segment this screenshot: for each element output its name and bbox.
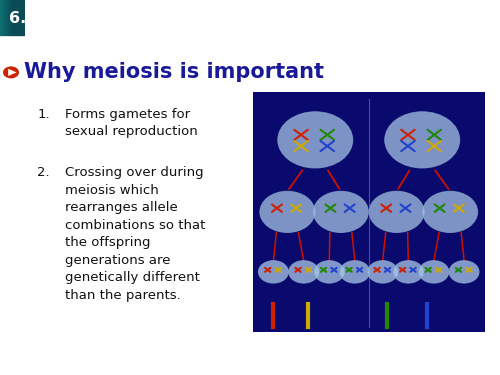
Text: 2.: 2. [38, 166, 50, 179]
Polygon shape [8, 69, 16, 76]
Bar [0, 0, 13, 37]
Bar [1, 0, 15, 37]
Bar [8, 0, 21, 37]
Text: Why meiosis is important: Why meiosis is important [24, 62, 324, 82]
Circle shape [384, 112, 460, 168]
Circle shape [369, 191, 424, 232]
Circle shape [422, 191, 478, 232]
Circle shape [394, 261, 424, 283]
Bar [0, 0, 14, 37]
Bar [11, 0, 24, 37]
Circle shape [340, 261, 370, 283]
Circle shape [449, 261, 479, 283]
Bar [9, 0, 22, 37]
Circle shape [419, 261, 449, 283]
Bar [4, 0, 16, 37]
Bar [2, 0, 15, 37]
Bar [4, 0, 17, 37]
Bar [2, 0, 15, 37]
Bar [11, 0, 24, 37]
Bar [12, 0, 24, 37]
Circle shape [288, 261, 318, 283]
Bar [252, 92, 485, 332]
Bar [8, 0, 22, 37]
Text: 1.: 1. [38, 108, 50, 121]
Bar [2, 0, 15, 37]
Bar [4, 0, 17, 37]
Circle shape [368, 261, 398, 283]
Bar [1, 0, 14, 37]
Text: 6.1 Chromosomes and Meiosis: 6.1 Chromosomes and Meiosis [9, 11, 283, 26]
Bar [6, 0, 18, 37]
Bar [3, 0, 16, 37]
Bar [10, 0, 23, 37]
Bar [4, 0, 18, 37]
Bar [5, 0, 18, 37]
Bar [10, 0, 24, 37]
Bar [7, 0, 20, 37]
Bar [6, 0, 20, 37]
Circle shape [278, 112, 353, 168]
Bar [3, 0, 16, 37]
Bar [4, 0, 18, 37]
Text: Forms gametes for
sexual reproduction: Forms gametes for sexual reproduction [65, 108, 198, 138]
Circle shape [260, 191, 315, 232]
Bar [12, 0, 25, 37]
Bar [8, 0, 22, 37]
Bar [10, 0, 24, 37]
Bar [8, 0, 20, 37]
Bar [6, 0, 18, 37]
Circle shape [3, 66, 19, 78]
Bar [0, 0, 14, 37]
Bar [6, 0, 19, 37]
Bar [7, 0, 20, 37]
Circle shape [314, 191, 368, 232]
Text: Crossing over during
meiosis which
rearranges allele
combinations so that
the of: Crossing over during meiosis which rearr… [65, 166, 206, 302]
Bar [2, 0, 16, 37]
Bar [10, 0, 22, 37]
Bar [8, 0, 21, 37]
Bar [10, 0, 22, 37]
Bar [12, 0, 25, 37]
Circle shape [258, 261, 288, 283]
Circle shape [314, 261, 344, 283]
Bar [6, 0, 20, 37]
